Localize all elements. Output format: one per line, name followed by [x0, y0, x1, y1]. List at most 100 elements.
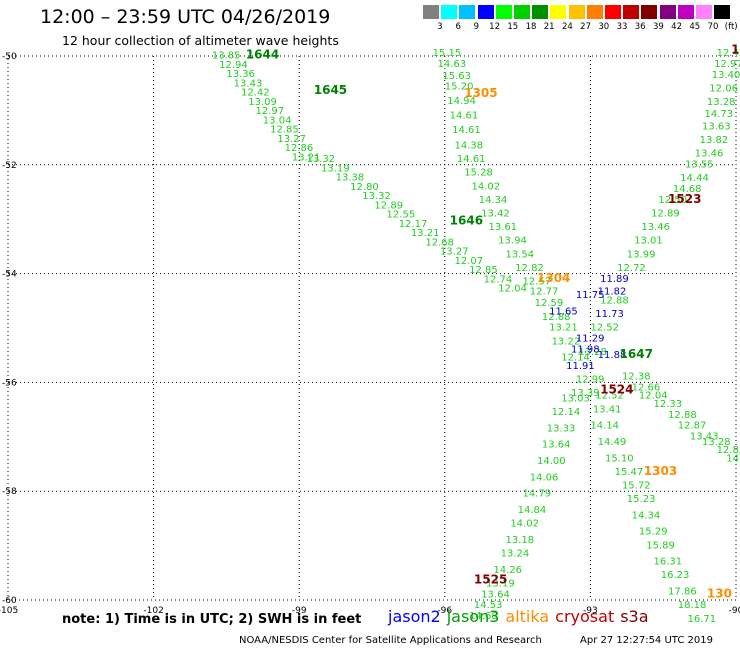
- wave-height-value: 11.29: [576, 334, 605, 345]
- wave-height-value: 12.14: [552, 407, 581, 418]
- wave-height-value: 12.89: [651, 208, 680, 219]
- color-swatch: [586, 5, 603, 19]
- color-scale-label: (ft): [724, 22, 738, 32]
- wave-height-value: 13.46: [641, 222, 670, 233]
- wave-height-value: 12.77: [530, 286, 559, 297]
- wave-height-value: 13.46: [695, 149, 724, 160]
- wave-height-value: 15.20: [445, 82, 474, 93]
- wave-height-value: 12.87: [678, 421, 707, 432]
- y-tick-label: -60: [2, 596, 17, 606]
- satellite-legend: jason2 jason3 altika cryosat s3a: [388, 607, 655, 626]
- color-swatch: [714, 5, 731, 19]
- wave-height-value: 11.75: [576, 290, 605, 301]
- wave-height-value: 15.72: [622, 480, 651, 491]
- wave-height-value: 16.23: [661, 570, 690, 581]
- color-scale-label: 21: [543, 22, 555, 32]
- wave-height-value: 15.89: [646, 540, 675, 551]
- wave-height-value: 13.22: [552, 336, 581, 347]
- wave-height-value: 12.82: [515, 263, 544, 274]
- color-scale-label: 27: [580, 22, 591, 32]
- y-tick-label: -58: [2, 487, 17, 497]
- wave-height-value: 15.15: [433, 48, 462, 59]
- wave-height-value: 12.74: [484, 274, 513, 285]
- y-tick-label: -56: [2, 378, 17, 388]
- color-swatch: [477, 5, 494, 19]
- wave-height-value: 12.66: [632, 383, 661, 394]
- wave-height-value: 18.18: [678, 600, 707, 611]
- color-swatch: [696, 5, 712, 19]
- wave-height-value: 13.38: [336, 173, 365, 184]
- color-swatch: [514, 5, 530, 19]
- wave-height-value: 13.99: [627, 249, 656, 260]
- wave-height-value: 13.64: [542, 440, 571, 451]
- y-tick-label: -50: [2, 52, 17, 62]
- wave-height-value: 14.79: [522, 489, 551, 500]
- wave-height-value: 12.04: [498, 284, 527, 295]
- wave-height-value: 13.01: [634, 236, 663, 247]
- color-scale-label: 33: [616, 22, 628, 32]
- wave-height-value: 15.28: [464, 168, 493, 179]
- legend-entry: altika: [505, 607, 550, 626]
- map-title: 12:00 – 23:59 UTC 04/26/2019: [40, 6, 331, 28]
- wave-height-value: 13.19: [321, 163, 350, 174]
- wave-height-value: 12.94: [219, 60, 248, 71]
- wave-height-value: 13.09: [248, 97, 277, 108]
- pass-number-label: 1647: [620, 347, 653, 361]
- wave-height-value: 14.14: [590, 421, 619, 432]
- wave-height-value: 12.99: [576, 374, 605, 385]
- wave-height-value: 13.32: [306, 154, 335, 165]
- wave-height-value: 14.49: [598, 437, 627, 448]
- wave-height-value: 14.73: [704, 109, 733, 120]
- wave-height-value: 14.38: [455, 140, 484, 151]
- wave-height-value: 12.33: [653, 399, 682, 410]
- wave-height-value: 13.28: [578, 347, 607, 358]
- wave-height-value: 12.14: [561, 353, 590, 364]
- wave-height-value: 12.97: [256, 106, 285, 117]
- color-scale-label: 24: [561, 22, 573, 32]
- footer-note: note: 1) Time is in UTC; 2) SWH is in fe…: [62, 612, 362, 627]
- wave-height-value: 17.86: [668, 587, 697, 598]
- wave-height-value: 13.28: [702, 437, 731, 448]
- wave-height-value: 12.59: [535, 298, 564, 309]
- wave-height-value: 13.21: [411, 228, 440, 239]
- wave-height-value: 13.21: [549, 323, 578, 334]
- wave-height-value: 14.68: [673, 184, 702, 195]
- wave-height-value: 14.94: [447, 96, 476, 107]
- wave-height-value: 14.63: [438, 59, 467, 70]
- wave-height-value: 15.47: [615, 467, 644, 478]
- color-swatch: [677, 5, 694, 19]
- wave-height-value: 14.84: [518, 505, 547, 516]
- wave-height-value: 13.43: [234, 78, 263, 89]
- wave-height-value: 11.73: [595, 309, 624, 320]
- wave-height-value: 14.68: [469, 611, 498, 622]
- wave-height-value: 11.88: [598, 350, 627, 361]
- wave-height-value: 11.82: [598, 286, 627, 297]
- wave-height-value: 12.88: [600, 296, 629, 307]
- legend-entry: jason2: [388, 607, 441, 626]
- wave-height-value: 14.02: [510, 519, 539, 530]
- pass-number-label: 1646: [450, 214, 483, 228]
- x-tick-label: -105: [0, 606, 18, 616]
- color-scale-label: 9: [473, 22, 480, 32]
- color-swatch: [550, 5, 567, 19]
- wave-height-value: 11.91: [566, 361, 595, 372]
- wave-height-value: 13.18: [505, 535, 534, 546]
- color-scale-label: 15: [507, 22, 519, 32]
- color-swatch: [659, 5, 676, 19]
- wave-height-value: 12.17: [399, 219, 428, 230]
- wave-height-value: 12.07: [455, 256, 484, 267]
- wave-height-value: 14.61: [450, 111, 479, 122]
- x-tick-label: -102: [143, 606, 163, 616]
- wave-height-value: 13.19: [486, 578, 515, 589]
- wave-height-value: 14.06: [530, 472, 559, 483]
- y-tick-label: -52: [2, 161, 17, 171]
- wave-height-value: 14.02: [471, 181, 500, 192]
- pass-number-label: 130: [707, 586, 732, 600]
- x-tick-label: -96: [437, 606, 452, 616]
- wave-height-value: 13.85: [212, 51, 241, 62]
- color-swatch: [441, 5, 458, 19]
- wave-height-value: 13.55: [685, 160, 714, 171]
- wave-height-value: 15.10: [605, 453, 634, 464]
- wave-height-value: 12.52: [590, 323, 619, 334]
- wave-height-value: 12.55: [387, 210, 416, 221]
